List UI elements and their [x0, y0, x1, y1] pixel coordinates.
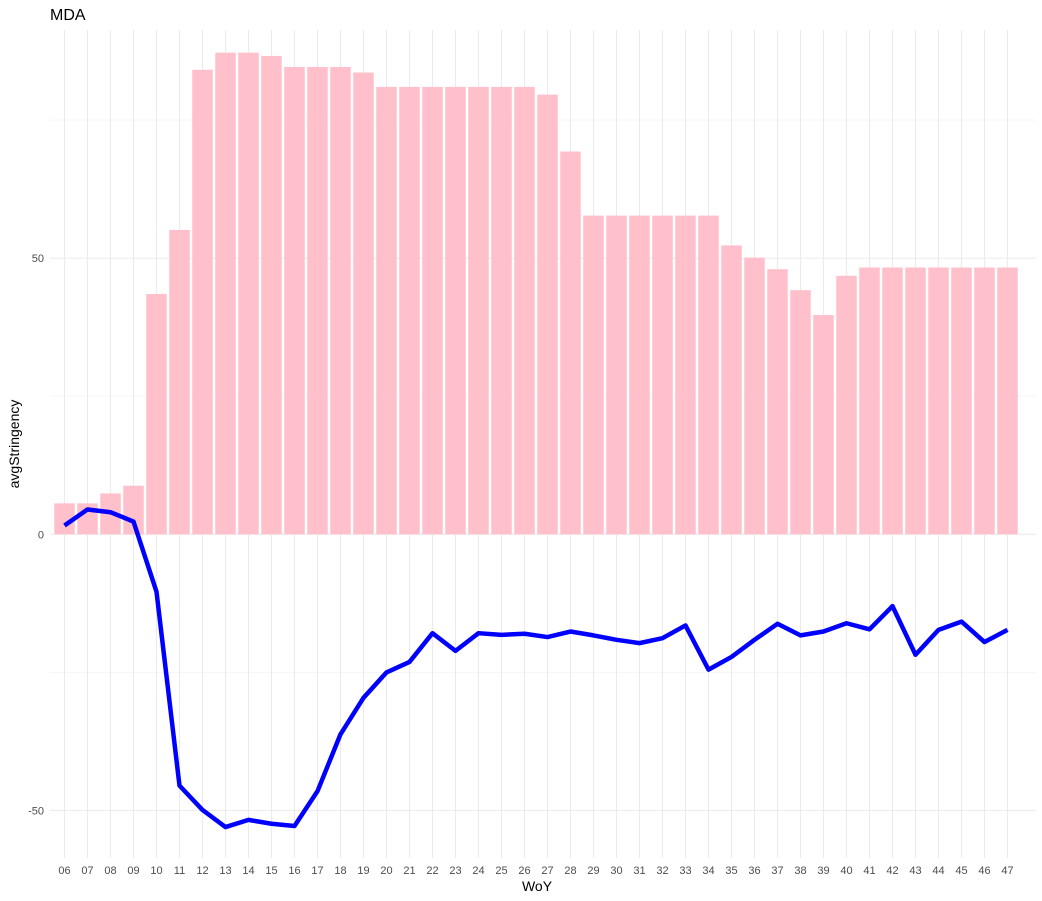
x-tick-label: 20	[380, 865, 392, 877]
x-tick-label: 15	[265, 865, 277, 877]
x-tick-label: 47	[1001, 865, 1013, 877]
y-tick-label: -50	[28, 805, 44, 817]
x-tick-label: 16	[288, 865, 300, 877]
bar	[54, 503, 75, 535]
bar	[376, 86, 397, 535]
x-tick-label: 37	[771, 865, 783, 877]
bar-series	[54, 52, 1018, 535]
x-tick-label: 11	[174, 865, 185, 877]
bar	[652, 215, 673, 535]
x-tick-label: 35	[725, 865, 737, 877]
bar	[974, 267, 995, 535]
bar	[261, 55, 282, 535]
x-tick-label: 06	[58, 865, 70, 877]
x-axis-title: WoY	[522, 878, 553, 894]
bar	[169, 229, 190, 535]
bar	[767, 269, 788, 535]
series-line	[63, 507, 1009, 830]
x-tick-label: 28	[564, 865, 576, 877]
line-series	[63, 507, 1009, 830]
bar	[698, 215, 719, 535]
bar	[675, 215, 696, 535]
x-tick-label: 46	[978, 865, 990, 877]
bar	[491, 86, 512, 535]
bar	[284, 67, 305, 535]
bar	[813, 315, 834, 535]
chart-title: MDA	[50, 7, 86, 24]
bar	[905, 267, 926, 535]
x-tick-label: 17	[311, 865, 323, 877]
x-tick-label: 34	[702, 865, 714, 877]
x-tick-label: 42	[886, 865, 898, 877]
bar	[951, 267, 972, 535]
bar	[882, 267, 903, 535]
y-axis-ticks: -50 0 50	[28, 253, 44, 817]
x-tick-label: 29	[587, 865, 599, 877]
bar	[514, 86, 535, 535]
x-tick-label: 18	[334, 865, 346, 877]
bar	[997, 267, 1018, 535]
bar	[215, 52, 236, 535]
x-tick-label: 36	[748, 865, 760, 877]
bar	[192, 69, 213, 535]
x-tick-label: 31	[633, 865, 645, 877]
x-tick-label: 23	[449, 865, 461, 877]
bar	[583, 215, 604, 535]
bar	[721, 245, 742, 535]
bar	[836, 275, 857, 535]
y-axis-title: avgStringency	[6, 400, 22, 489]
x-tick-label: 24	[472, 865, 484, 877]
bar	[330, 67, 351, 535]
x-tick-label: 22	[426, 865, 438, 877]
bar	[790, 290, 811, 535]
x-tick-label: 39	[817, 865, 829, 877]
x-tick-label: 12	[196, 865, 208, 877]
bar	[859, 267, 880, 535]
x-tick-label: 19	[357, 865, 369, 877]
x-tick-label: 10	[150, 865, 162, 877]
bar	[629, 215, 650, 535]
x-tick-label: 27	[541, 865, 553, 877]
x-tick-label: 21	[403, 865, 415, 877]
bar	[146, 294, 167, 535]
bar	[123, 485, 144, 535]
x-tick-label: 25	[495, 865, 507, 877]
x-tick-label: 44	[932, 865, 944, 877]
x-tick-label: 43	[909, 865, 921, 877]
bar	[307, 67, 328, 535]
bar	[353, 72, 374, 535]
bar	[928, 267, 949, 535]
y-tick-label: 0	[38, 529, 44, 541]
bar	[399, 86, 420, 535]
x-tick-label: 14	[242, 865, 254, 877]
bar	[468, 86, 489, 535]
x-tick-label: 09	[127, 865, 139, 877]
x-tick-label: 13	[219, 865, 231, 877]
x-tick-label: 40	[840, 865, 852, 877]
x-tick-label: 33	[679, 865, 691, 877]
bar	[445, 86, 466, 535]
x-tick-label: 38	[794, 865, 806, 877]
x-tick-label: 32	[656, 865, 668, 877]
x-tick-label: 41	[863, 865, 875, 877]
bar	[560, 151, 581, 535]
bar	[422, 86, 443, 535]
x-tick-label: 07	[81, 865, 93, 877]
y-tick-label: 50	[32, 253, 44, 265]
bar	[606, 215, 627, 535]
x-tick-label: 45	[955, 865, 967, 877]
bar	[744, 257, 765, 535]
x-tick-label: 30	[610, 865, 622, 877]
x-tick-label: 26	[518, 865, 530, 877]
x-axis-ticks: 06 07 08 09 10 11 12 13 14 15 16 17 18 19 20 21 22 23 24 25…	[58, 865, 1013, 877]
bar	[238, 52, 259, 535]
x-tick-label: 08	[104, 865, 116, 877]
bar	[537, 94, 558, 535]
